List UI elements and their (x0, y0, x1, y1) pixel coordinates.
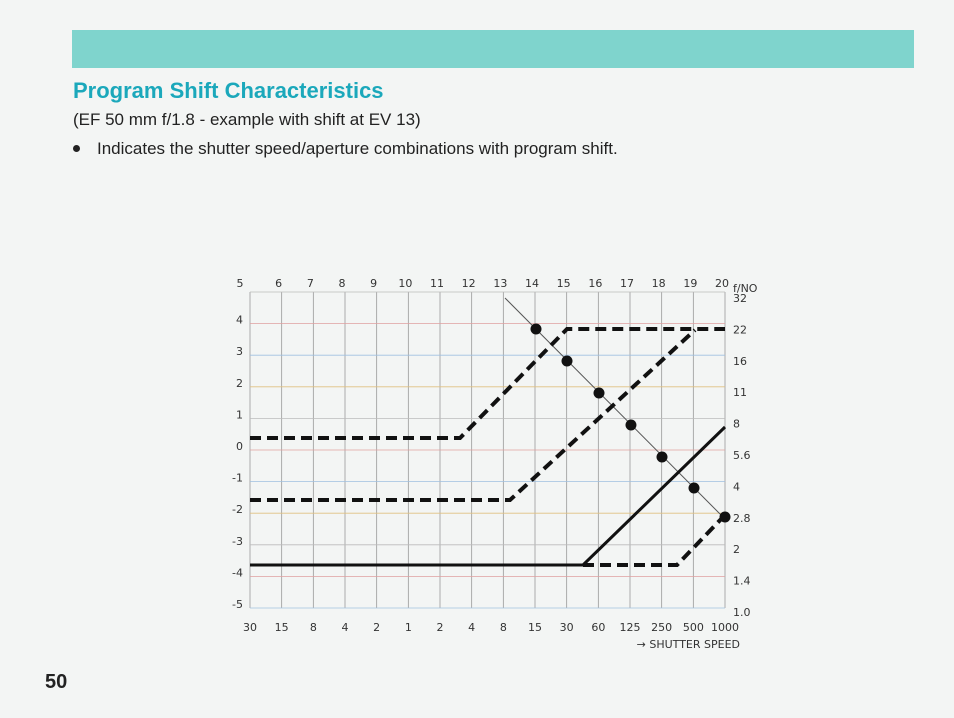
shutter-label: 1000 (711, 621, 739, 634)
fno-label: 2 (733, 543, 740, 556)
shift-lines (250, 297, 727, 567)
shutter-label: 2 (437, 621, 444, 634)
shutter-label: 2 (373, 621, 380, 634)
fno-label: 32 (733, 292, 747, 305)
shutter-label: 4 (468, 621, 475, 634)
ev-label: 19 (683, 277, 697, 290)
shutter-label: 60 (591, 621, 605, 634)
ev-scale-label: 1 (236, 408, 243, 421)
fno-title: f/NO (733, 282, 758, 295)
fno-label: 5.6 (733, 449, 751, 462)
fno-label: 11 (733, 386, 747, 399)
point (688, 482, 700, 494)
ev-label: 6 (275, 277, 282, 290)
ev-label: 20 (715, 277, 729, 290)
labels: 30 15 8 4 2 1 2 4 8 15 30 60 125 250 500 100043210-1-2-… (232, 277, 758, 651)
ev-label: 18 (652, 277, 666, 290)
ev-scale-label: 2 (236, 377, 243, 390)
fno-label: 1.0 (733, 606, 751, 619)
page-number: 50 (45, 671, 68, 693)
ev-label: 15 (557, 277, 571, 290)
ev-label: 7 (307, 277, 314, 290)
shift-line (250, 328, 697, 502)
ev-scale-label: 3 (236, 345, 243, 358)
ev-scale-label: 0 (236, 440, 243, 453)
point (593, 387, 605, 399)
shift-points (530, 323, 731, 523)
ev-label: 8 (339, 277, 346, 290)
shutter-label: 15 (528, 621, 542, 634)
bullet-text: Indicates the shutter speed/aperture com… (97, 139, 618, 158)
ev-scale-label: 4 (236, 314, 243, 327)
shutter-label: 250 (651, 621, 672, 634)
point (530, 323, 542, 335)
ev-label: 17 (620, 277, 634, 290)
shutter-label: 1 (405, 621, 412, 634)
ev-scale-label: -2 (232, 503, 243, 516)
fno-label: 4 (733, 480, 740, 493)
fno-label: 22 (733, 323, 747, 336)
shutter-label: 8 (500, 621, 507, 634)
point (561, 355, 573, 367)
shutter-label: 8 (310, 621, 317, 634)
point (625, 419, 637, 431)
shutter-label: 125 (620, 621, 641, 634)
fno-label: 16 (733, 355, 747, 368)
shutter-label: 30 (243, 621, 257, 634)
fno-label: 8 (733, 418, 740, 431)
ev-label: 14 (525, 277, 539, 290)
ev-label: 5 (237, 277, 244, 290)
ev-scale-label: -1 (232, 472, 243, 485)
ev-label: 16 (588, 277, 602, 290)
point (719, 511, 731, 523)
program-line (504, 297, 726, 520)
shutter-title: → SHUTTER SPEED (637, 638, 740, 651)
subtitle: (EF 50 mm f/1.8 - example with shift at … (73, 110, 421, 129)
shutter-label: 15 (275, 621, 289, 634)
bullet-dot (73, 145, 80, 152)
point (656, 451, 668, 463)
title: Program Shift Characteristics (73, 78, 384, 103)
shift-line (250, 327, 725, 440)
ev-scale-label: -3 (232, 535, 243, 548)
ev-label: 10 (398, 277, 412, 290)
ev-label: 11 (430, 277, 444, 290)
ev-label: 9 (370, 277, 377, 290)
header-bar (72, 30, 914, 68)
shift-line (583, 513, 727, 567)
fno-label: 2.8 (733, 512, 751, 525)
shutter-label: 30 (560, 621, 574, 634)
shutter-label: 500 (683, 621, 704, 634)
grid (249, 291, 726, 609)
ev-label: 13 (493, 277, 507, 290)
ev-label: 12 (462, 277, 476, 290)
ev-scale-label: -5 (232, 598, 243, 611)
shutter-label: 4 (342, 621, 349, 634)
ev-scale-label: -4 (232, 566, 243, 579)
fno-label: 1.4 (733, 575, 751, 588)
